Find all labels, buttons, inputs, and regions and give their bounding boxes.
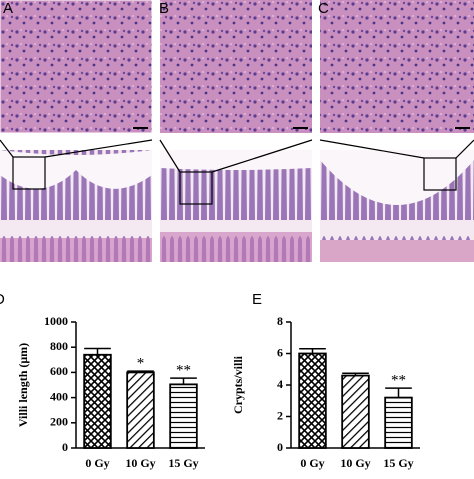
bar bbox=[169, 383, 198, 449]
x-tick-label: 15 Gy bbox=[168, 456, 198, 470]
significance: ** bbox=[391, 373, 406, 389]
y-axis-label: Crypts/villi bbox=[231, 355, 245, 414]
y-tick-label: 600 bbox=[50, 364, 68, 378]
bar bbox=[83, 353, 112, 449]
bar bbox=[298, 352, 327, 449]
y-tick-label: 0 bbox=[62, 440, 68, 454]
y-tick-label: 8 bbox=[277, 314, 283, 328]
panel-label: D bbox=[0, 291, 5, 308]
x-tick-label: 10 Gy bbox=[125, 456, 155, 470]
panel-label: C bbox=[318, 0, 329, 17]
panel-label: E bbox=[252, 291, 262, 308]
x-tick-label: 0 Gy bbox=[300, 456, 324, 470]
y-tick-label: 4 bbox=[277, 377, 283, 391]
significance: ** bbox=[176, 363, 191, 379]
bar bbox=[126, 371, 155, 449]
y-tick-label: 800 bbox=[50, 339, 68, 353]
x-tick-label: 15 Gy bbox=[383, 456, 413, 470]
significance: * bbox=[137, 356, 145, 372]
y-tick-label: 200 bbox=[50, 415, 68, 429]
bar bbox=[384, 396, 413, 449]
y-tick-label: 2 bbox=[277, 408, 283, 422]
y-tick-label: 6 bbox=[277, 345, 283, 359]
histology bbox=[0, 0, 474, 262]
y-tick-label: 1000 bbox=[44, 314, 68, 328]
y-axis-label: Villi length (μm) bbox=[16, 343, 30, 427]
panel-label: A bbox=[3, 0, 13, 17]
x-tick-label: 0 Gy bbox=[85, 456, 109, 470]
y-tick-label: 400 bbox=[50, 389, 68, 403]
x-tick-label: 10 Gy bbox=[340, 456, 370, 470]
bar bbox=[341, 374, 370, 449]
y-tick-label: 0 bbox=[277, 440, 283, 454]
panel-label: B bbox=[159, 0, 169, 17]
